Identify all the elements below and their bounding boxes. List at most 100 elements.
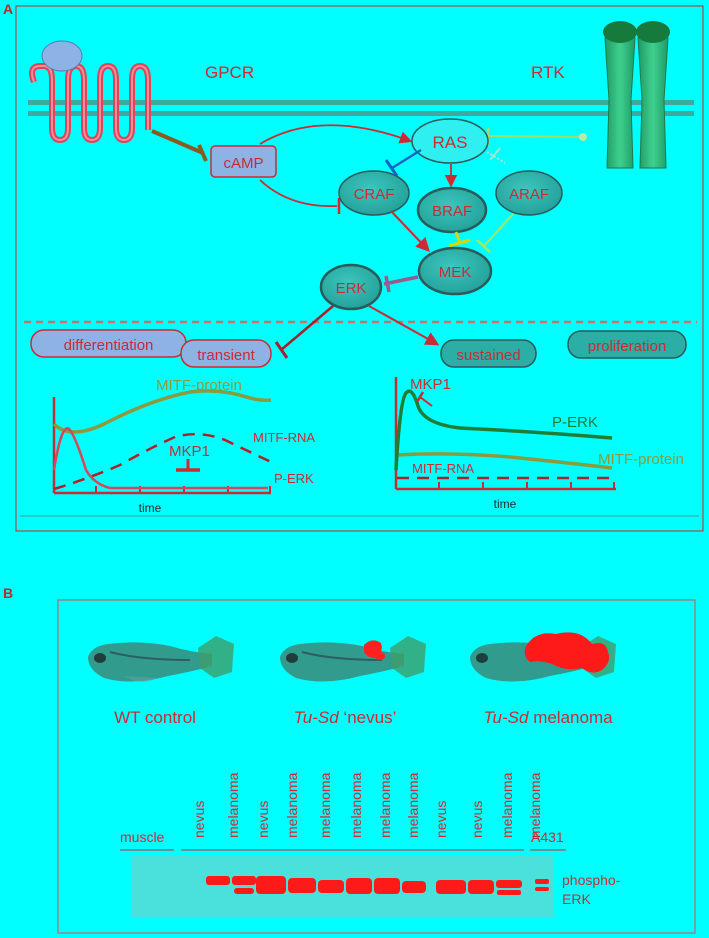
panel-a: A GPCR RTK cAMP xyxy=(3,1,704,532)
lane-label: nevus xyxy=(191,801,207,838)
left-x-axis-label: time xyxy=(139,501,162,515)
proliferation-pill: proliferation xyxy=(567,330,687,359)
lane-label: nevus xyxy=(255,801,271,838)
phospho-erk-bands xyxy=(206,876,549,895)
cell-membrane xyxy=(28,100,694,116)
nevus-caption: Tu-Sd ‘nevus’ xyxy=(294,708,397,727)
mek-label: MEK xyxy=(439,264,472,281)
right-mkp1-label: MKP1 xyxy=(410,376,451,393)
lane-label: melanoma xyxy=(405,772,421,838)
melanoma-tumor xyxy=(524,632,610,673)
craf-node: CRAF xyxy=(338,170,410,216)
phospho-erk-label-line2: ERK xyxy=(562,891,591,907)
right-mitf-rna-label: MITF-RNA xyxy=(412,461,474,476)
sustained-label: sustained xyxy=(456,347,520,364)
braf-mek-yellow-bar xyxy=(448,231,471,248)
ras-label: RAS xyxy=(433,133,468,152)
lane-label: melanoma xyxy=(527,772,543,838)
ras-craf-blue-bar xyxy=(384,148,422,177)
lane-label: melanoma xyxy=(317,772,333,838)
braf-label: BRAF xyxy=(432,203,472,220)
rtk-ras-activation xyxy=(486,128,587,146)
gpcr-label: GPCR xyxy=(205,63,254,82)
lane-label: melanoma xyxy=(225,772,241,838)
left-p-erk-label: P-ERK xyxy=(274,471,314,486)
right-x-axis-label: time xyxy=(494,497,517,511)
gpcr-receptor xyxy=(29,40,151,143)
erk-node: ERK xyxy=(319,263,383,311)
blot-band xyxy=(232,876,256,885)
sustained-pill: sustained xyxy=(440,339,537,368)
lane-label: melanoma xyxy=(284,772,300,838)
blot-band xyxy=(346,878,372,894)
transient-label: transient xyxy=(197,347,255,364)
panel-a-frame xyxy=(15,5,704,532)
erk-label: ERK xyxy=(336,280,367,297)
blot-band xyxy=(468,880,494,894)
right-p-erk-label: P-ERK xyxy=(552,414,598,431)
araf-label: ARAF xyxy=(509,186,549,203)
right-p-erk-curve xyxy=(394,389,613,471)
melanoma-caption: Tu-Sd melanoma xyxy=(483,708,613,727)
lane-labels: nevus melanoma nevus melanoma melanoma m… xyxy=(191,772,543,838)
craf-label: CRAF xyxy=(354,186,395,203)
lane-label: melanoma xyxy=(499,772,515,838)
ras-node: RAS xyxy=(411,118,489,164)
right-mitf-protein-curve xyxy=(395,452,613,470)
lane-label: melanoma xyxy=(377,772,393,838)
sustained-time-course-graph: MKP1 P-ERK MITF-RNA MITF-protein time xyxy=(394,376,684,511)
blot-band xyxy=(374,878,400,894)
wt-control-fish xyxy=(88,636,234,682)
nevus-fish xyxy=(280,636,426,682)
muscle-lane-label: muscle xyxy=(120,829,165,845)
right-x-ticks xyxy=(438,482,615,489)
lane-label: nevus xyxy=(433,801,449,838)
rtk-receptor xyxy=(603,21,670,169)
camp-craf-inhibition xyxy=(259,179,341,214)
blot-band xyxy=(318,880,344,893)
panel-b-frame xyxy=(57,599,696,934)
camp-ras-arrow xyxy=(259,124,413,145)
lane-label: melanoma xyxy=(348,772,364,838)
gpcr-camp-inhibition xyxy=(151,129,208,162)
gpcr-ligand xyxy=(41,40,83,72)
left-mitf-protein-label: MITF-protein xyxy=(156,377,242,394)
differentiation-pill: differentiation xyxy=(30,329,187,358)
lane-label: nevus xyxy=(469,801,485,838)
erk-transient-inhibition xyxy=(274,305,334,359)
right-mkp1-bar xyxy=(415,391,433,407)
blot-band xyxy=(402,881,426,893)
craf-mek-arrow xyxy=(390,210,430,253)
panel-b: B WT control Tu-Sd ‘nevus’ xyxy=(3,585,696,934)
transient-pill: transient xyxy=(180,339,272,368)
araf-node: ARAF xyxy=(495,170,563,216)
proliferation-label: proliferation xyxy=(588,338,666,355)
mek-erk-purple-bar xyxy=(383,275,419,293)
melanoma-fish xyxy=(470,632,616,682)
blot-band xyxy=(496,880,522,888)
erk-sustained-arrow xyxy=(368,305,440,346)
phospho-erk-label-line1: phospho- xyxy=(562,872,621,888)
blot-band xyxy=(436,880,466,894)
blot-band xyxy=(497,890,521,895)
transient-time-course-graph: MITF-protein MITF-RNA MKP1 P-ERK time xyxy=(52,377,315,515)
left-mitf-rna-curve xyxy=(53,432,272,491)
western-blot xyxy=(132,856,554,917)
right-mitf-protein-label: MITF-protein xyxy=(598,451,684,468)
rtk-label: RTK xyxy=(531,63,565,82)
blot-band xyxy=(256,876,286,894)
blot-band xyxy=(535,887,549,891)
left-p-erk-curve xyxy=(52,427,268,490)
blot-band xyxy=(288,878,316,893)
blot-band xyxy=(535,879,549,884)
panel-b-letter: B xyxy=(3,585,13,601)
left-mitf-rna-label: MITF-RNA xyxy=(253,430,315,445)
panel-a-letter: A xyxy=(3,1,13,17)
araf-mek-bar xyxy=(476,213,514,253)
wt-control-caption: WT control xyxy=(114,708,196,727)
camp-node: cAMP xyxy=(210,145,277,178)
ras-araf-faint-bar xyxy=(486,147,506,164)
braf-node: BRAF xyxy=(416,186,488,234)
left-mitf-protein-curve xyxy=(52,389,272,434)
